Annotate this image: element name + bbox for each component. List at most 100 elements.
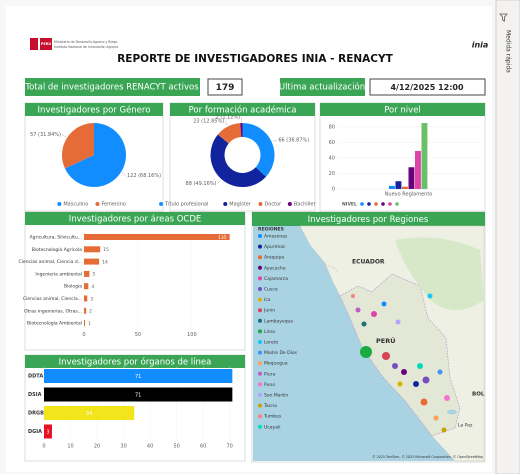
data-label: 88 (49.16%) bbox=[186, 181, 217, 187]
data-label: 1 bbox=[88, 321, 91, 327]
data-label: 122 (68.16%) bbox=[127, 173, 161, 179]
y-tick-label: Biotecnología Agrícola bbox=[32, 246, 83, 253]
y-tick-label: Biotecnología Ambiental bbox=[27, 320, 82, 327]
bar bbox=[402, 186, 408, 189]
logo-institute: Instituto Nacional de Innovación Agraria bbox=[54, 45, 118, 49]
x-tick-label: 0 bbox=[82, 332, 85, 338]
report-title: REPORTE DE INVESTIGADORES INIA - RENACYT bbox=[117, 53, 393, 65]
map-bubble bbox=[397, 381, 403, 387]
legend-dot bbox=[287, 202, 292, 206]
legend-dot bbox=[258, 329, 262, 334]
map-bubble bbox=[371, 311, 377, 317]
legend-label: Cusco bbox=[264, 287, 278, 293]
legend-dot bbox=[223, 202, 228, 206]
legend-dot bbox=[258, 382, 262, 387]
logo-left: PERÚ Ministerio de Desarrollo Agrario y … bbox=[30, 38, 118, 50]
logo-box bbox=[40, 38, 52, 50]
bar bbox=[84, 295, 88, 302]
map-bubble bbox=[420, 398, 428, 406]
logo-ministry: Ministerio de Desarrollo Agrario y Riego bbox=[54, 40, 117, 44]
legend-label: Arequipa bbox=[264, 255, 284, 261]
data-label: 34 bbox=[86, 411, 92, 417]
panel-title: Investigadores por órganos de línea bbox=[59, 357, 212, 368]
data-label: 71 bbox=[135, 392, 141, 398]
y-tick-label: DGIA bbox=[28, 429, 42, 435]
data-label: 5 bbox=[92, 272, 95, 278]
legend-label: Madre De Dios bbox=[264, 350, 298, 356]
legend-dot bbox=[258, 308, 262, 313]
legend-dot bbox=[258, 414, 262, 419]
slice bbox=[242, 123, 275, 177]
map-bubble bbox=[392, 363, 398, 369]
y-tick-label: 40 bbox=[329, 155, 335, 161]
y-tick-label: Ingeniería ambiental bbox=[35, 270, 82, 277]
legend-dot bbox=[159, 202, 164, 206]
bar bbox=[44, 406, 135, 420]
panel-header bbox=[252, 212, 485, 226]
map-legend: Amazonas Apurímac Arequipa Ayacucho Cajamarc… bbox=[258, 234, 298, 430]
map-bubble bbox=[437, 369, 443, 375]
data-label: 57 (31.84%) bbox=[30, 132, 61, 138]
legend-label: Loreto bbox=[264, 340, 278, 346]
panel-title: Investigadores por Regiones bbox=[308, 215, 429, 225]
slice bbox=[64, 123, 127, 187]
logo-right: inia bbox=[472, 41, 489, 50]
bar bbox=[84, 320, 86, 327]
panel bbox=[319, 102, 486, 212]
legend-title: NIVEL bbox=[342, 202, 357, 208]
bar bbox=[415, 150, 421, 189]
map-label: BOL bbox=[472, 392, 485, 398]
panel-header bbox=[25, 355, 245, 368]
slice bbox=[217, 123, 242, 144]
data-label: 2 (1.12%) bbox=[216, 115, 241, 121]
legend-label: Moquegua bbox=[264, 361, 288, 367]
map-label: ECUADOR bbox=[352, 259, 385, 266]
x-tick-label: 20 bbox=[94, 443, 100, 449]
x-tick-label: 50 bbox=[135, 332, 141, 338]
map-bubble bbox=[417, 363, 423, 369]
x-tick-label: 30 bbox=[120, 443, 126, 449]
map-bubble bbox=[395, 319, 401, 325]
map-label: PERÚ bbox=[376, 336, 396, 345]
data-label: 4 bbox=[91, 284, 94, 290]
kpi-total-label: Total de investigadores RENACYT activos bbox=[24, 83, 199, 93]
legend-dot bbox=[95, 202, 100, 206]
y-tick-label: 20 bbox=[329, 171, 335, 177]
side-panel-label[interactable]: Medida rápida bbox=[505, 30, 512, 73]
x-tick-label: 50 bbox=[173, 443, 179, 449]
y-tick-label: DSIA bbox=[28, 392, 42, 398]
x-tick-label: 70 bbox=[227, 443, 233, 449]
kpi-total-value: 179 bbox=[216, 83, 235, 93]
map-panel: Investigadores por Regiones ECUADOR PERÚ… bbox=[251, 211, 486, 463]
legend-label: Magíster bbox=[229, 201, 252, 208]
side-panel[interactable] bbox=[495, 0, 520, 474]
forest bbox=[395, 237, 484, 310]
map-bubble bbox=[441, 427, 447, 433]
legend-label: Masculino bbox=[63, 202, 88, 208]
map-bubble bbox=[360, 346, 372, 358]
legend-label: Bachiller bbox=[294, 202, 317, 208]
x-tick-label: 40 bbox=[147, 443, 153, 449]
y-tick-label: DDTA bbox=[28, 374, 43, 380]
peru-outline bbox=[339, 273, 461, 437]
legend-label: Tacna bbox=[263, 403, 277, 409]
filter-icon[interactable] bbox=[499, 13, 508, 22]
leader-line bbox=[272, 139, 278, 142]
y-tick-label: DRGB bbox=[28, 411, 44, 417]
leader-line bbox=[61, 134, 67, 138]
x-tick-label: Nuevo Reglamento bbox=[385, 192, 433, 198]
map-bubble bbox=[361, 321, 367, 327]
legend-label: Puno bbox=[264, 382, 275, 388]
map-attribution: © 2025 TomTom, © 2025 Microsoft Corporat… bbox=[372, 455, 483, 459]
legend-label: Ayacucho bbox=[264, 265, 286, 271]
map-bubble bbox=[401, 369, 407, 375]
panel-header bbox=[25, 212, 245, 225]
y-tick-label: Biología bbox=[64, 283, 82, 290]
map-bubble bbox=[444, 395, 450, 401]
legend-label: Ucayali bbox=[264, 424, 280, 430]
bar bbox=[84, 234, 230, 240]
data-label: 15 bbox=[103, 247, 109, 253]
data-label: 66 (36.87%) bbox=[278, 137, 309, 143]
bar bbox=[84, 246, 101, 253]
